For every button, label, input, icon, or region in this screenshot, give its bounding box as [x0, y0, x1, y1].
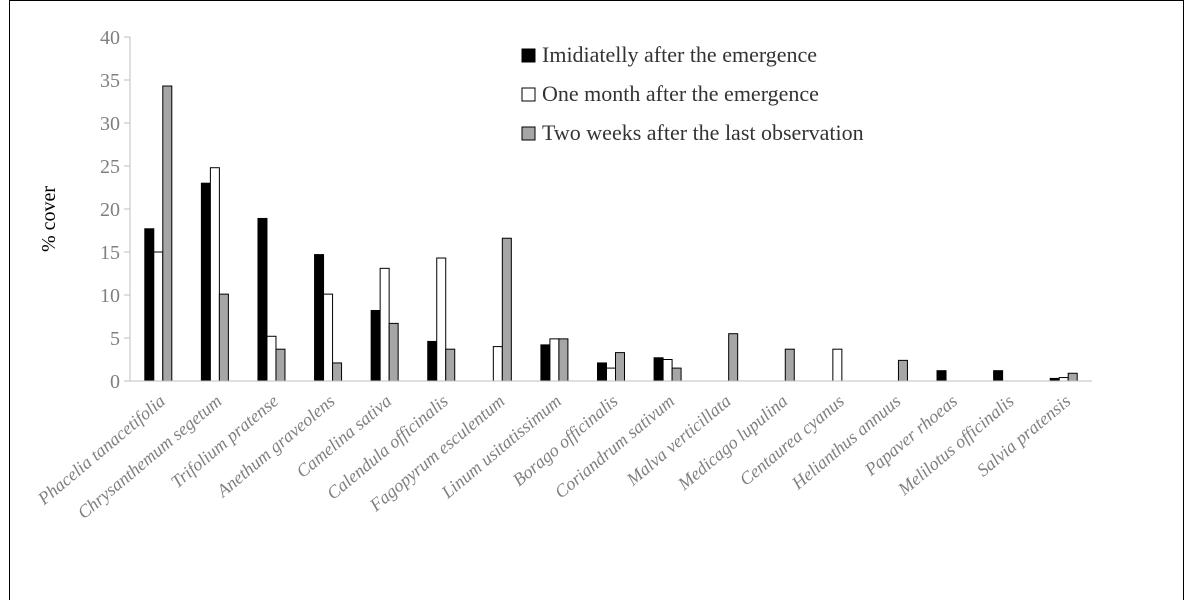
y-tick-label: 0 [110, 371, 120, 393]
bar-series-1 [314, 254, 325, 382]
y-tick-label: 5 [110, 328, 120, 350]
bar-series-3 [728, 333, 739, 382]
bar-series-3 [218, 293, 229, 382]
bar-series-3 [388, 322, 399, 382]
legend-swatch [521, 126, 536, 141]
bar-series-1 [540, 344, 551, 382]
legend-swatch [521, 87, 536, 102]
y-tick-label: 30 [100, 113, 120, 135]
legend-label: One month after the emergence [542, 81, 819, 106]
y-tick-label: 25 [100, 156, 120, 178]
legend-label: Imidiatelly after the emergence [542, 42, 817, 67]
y-tick-label: 15 [100, 242, 120, 264]
y-tick-label: 35 [100, 70, 120, 92]
bar-series-2 [209, 167, 220, 382]
bar-series-3 [1067, 372, 1078, 382]
bar-series-1 [597, 362, 607, 382]
bar-series-3 [332, 362, 343, 382]
bar-series-1 [993, 370, 1004, 382]
bar-series-3 [615, 352, 625, 382]
chart-frame: 0 5 10 15 20 25 30 35 40 Phacelia tanacetifolia C… [9, 0, 1184, 600]
y-tick-label: 20 [100, 199, 120, 221]
bar-series-2 [662, 359, 673, 382]
bar-series-1 [257, 217, 268, 382]
y-tick-label: 10 [100, 285, 120, 307]
bar-series-2 [436, 257, 447, 382]
bar-series-1 [370, 309, 381, 382]
bar-series-2 [153, 251, 164, 382]
bar-series-2 [492, 346, 503, 382]
bar-series-3 [671, 367, 682, 382]
bars-group [144, 85, 1078, 382]
bar-series-2 [323, 293, 334, 382]
y-tick-label: 40 [100, 27, 120, 49]
bar-series-1 [653, 357, 664, 382]
bar-series-2 [1058, 377, 1069, 382]
bar-series-1 [144, 228, 155, 382]
bar-series-3 [162, 85, 173, 382]
bar-chart: 0 5 10 15 20 25 30 35 40 Phacelia tanacetifoliaC… [33, 27, 1092, 523]
legend-label: Two weeks after the last observation [542, 120, 864, 145]
bar-series-3 [445, 348, 456, 382]
bar-series-2 [832, 348, 843, 382]
bar-series-3 [501, 237, 512, 382]
bar-series-2 [266, 335, 277, 382]
bar-series-1 [200, 182, 211, 382]
bar-series-2 [549, 338, 560, 382]
bar-series-3 [275, 348, 286, 382]
bar-series-3 [897, 359, 908, 382]
bar-series-2 [606, 367, 616, 382]
bar-series-1 [936, 370, 947, 382]
y-axis-title: % cover [38, 186, 60, 252]
bar-series-3 [558, 338, 569, 382]
y-axis: 0 5 10 15 20 25 30 35 40 [100, 27, 131, 393]
x-tick-label: Camelina sativa [292, 391, 395, 482]
bar-series-1 [427, 340, 438, 382]
bar-series-3 [784, 348, 795, 382]
legend-swatch [521, 48, 536, 63]
legend: Imidiatelly after the emergence One month… [521, 42, 864, 145]
bar-series-2 [379, 267, 390, 382]
